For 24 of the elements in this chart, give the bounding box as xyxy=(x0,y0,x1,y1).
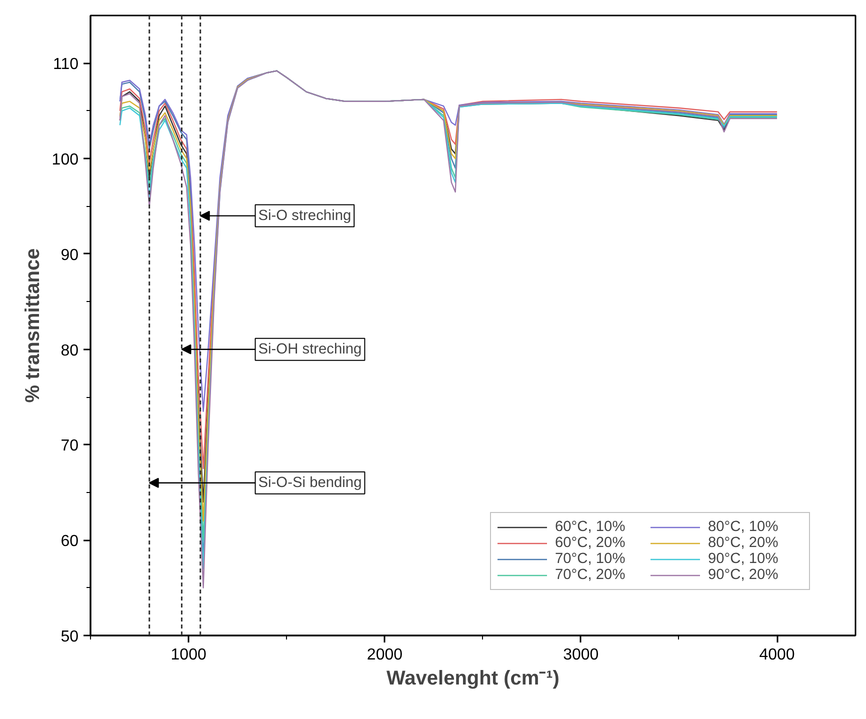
y-tick-label: 60 xyxy=(60,533,79,550)
legend-label: 70°C, 10% xyxy=(555,551,626,567)
x-tick-label: 1000 xyxy=(170,646,206,664)
y-tick-label: 100 xyxy=(52,152,79,169)
x-tick-label: 2000 xyxy=(366,646,403,664)
y-tick-label: 80 xyxy=(60,342,79,360)
y-tick-label: 90 xyxy=(60,246,79,264)
legend-label: 90°C, 10% xyxy=(708,551,780,567)
x-axis-title: Wavelenght (cm⁻¹) xyxy=(386,668,560,690)
legend-label: 80°C, 10% xyxy=(708,519,780,535)
legend-label: 90°C, 20% xyxy=(708,567,780,583)
x-tick-label: 3000 xyxy=(563,646,599,664)
y-axis-title: % transmittance xyxy=(22,248,44,403)
legend-label: 60°C, 20% xyxy=(555,535,626,551)
x-tick-label: 4000 xyxy=(759,646,795,664)
legend-label: 80°C, 20% xyxy=(708,535,780,551)
y-tick-label: 50 xyxy=(60,628,79,646)
y-tick-label: 70 xyxy=(60,438,79,455)
legend-label: 70°C, 20% xyxy=(555,567,626,583)
annotation: Si-OH streching xyxy=(258,341,362,358)
y-tick-label: 110 xyxy=(52,56,79,74)
annotation: Si-O streching xyxy=(258,208,352,224)
legend-label: 60°C, 10% xyxy=(555,519,626,535)
annotation: Si-O-Si bending xyxy=(258,474,362,491)
